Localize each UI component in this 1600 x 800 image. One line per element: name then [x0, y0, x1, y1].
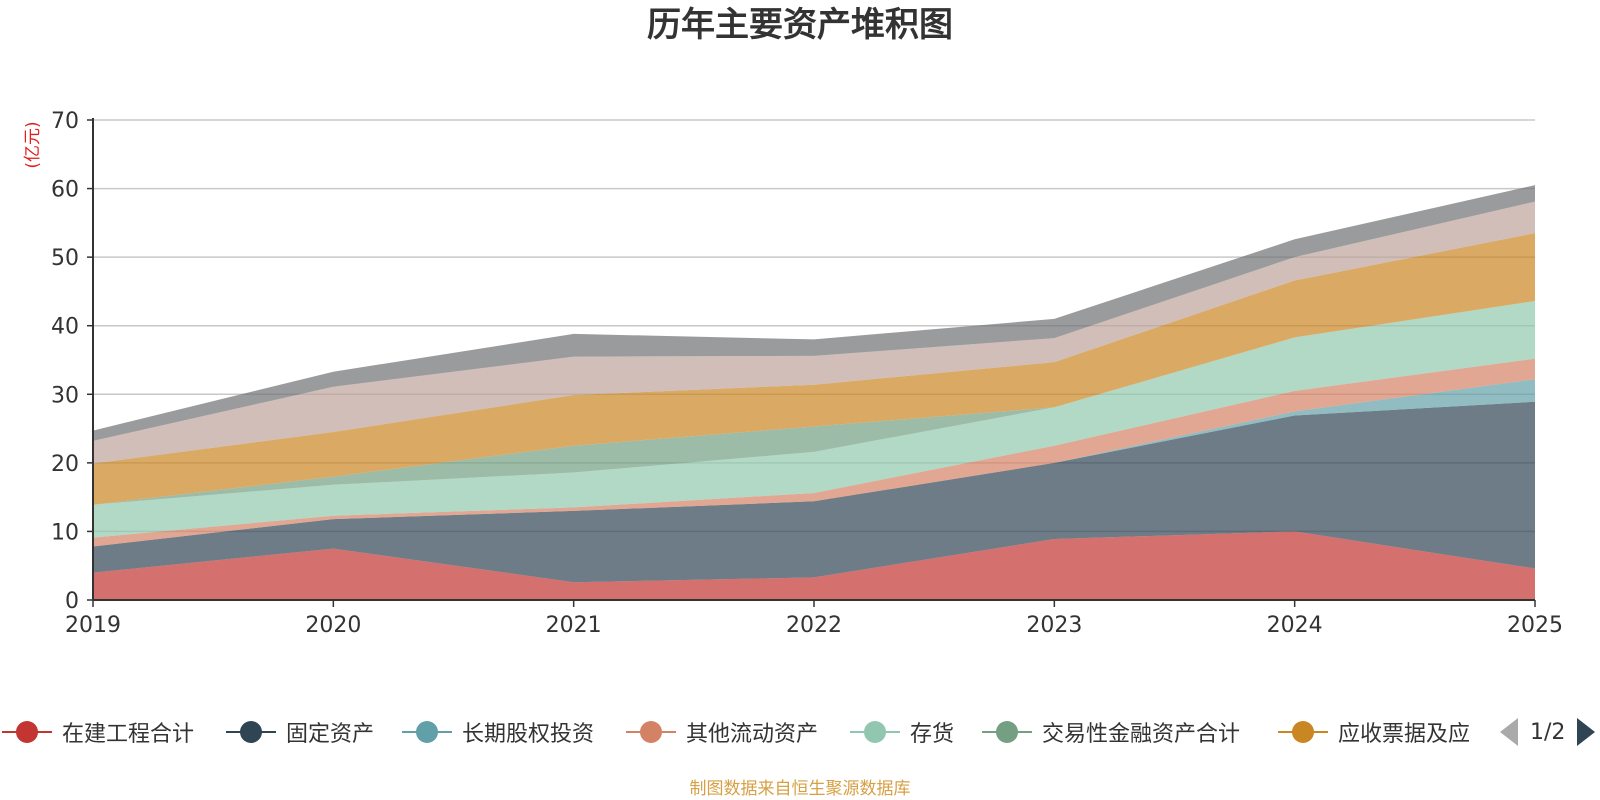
legend-item-long-term-equity[interactable]: 长期股权投资: [402, 715, 594, 749]
legend-marker-icon: [402, 715, 452, 749]
y-tick-label: 0: [65, 589, 79, 614]
x-tick-label: 2022: [786, 613, 842, 638]
legend-label: 交易性金融资产合计: [1042, 722, 1241, 747]
axes: 0 10 20 30 40 50 60 70 2019 2020 2021 2022 2023 2024 2…: [51, 109, 1563, 638]
area-series-1[interactable]: [93, 401, 1535, 583]
chart-title: 历年主要资产堆积图: [647, 5, 953, 45]
legend-item-construction[interactable]: 在建工程合计: [2, 715, 194, 749]
legend-label: 长期股权投资: [462, 722, 595, 747]
area-series-3[interactable]: [93, 358, 1535, 547]
legend-page-indicator: 1/2: [1530, 719, 1566, 745]
legend-item-fixed-assets[interactable]: 固定资产: [226, 715, 374, 749]
legend-item-other-current[interactable]: 其他流动资产: [626, 715, 818, 749]
legend-pager: 1/2: [1500, 715, 1596, 749]
legend-item-trading-financial[interactable]: 交易性金融资产合计: [982, 715, 1240, 749]
y-tick-label: 60: [51, 178, 79, 203]
legend-prev-page-icon[interactable]: [1500, 718, 1518, 746]
legend-label: 应收票据及应: [1338, 722, 1471, 747]
data-source-note: 制图数据来自恒生聚源数据库: [689, 779, 911, 799]
area-series-4[interactable]: [93, 301, 1535, 538]
legend: 在建工程合计 固定资产 长期股权投资 其他流动资产 存货 交易性金融资产合计: [0, 715, 1600, 755]
legend-marker-icon: [850, 715, 900, 749]
legend-label: 在建工程合计: [62, 722, 195, 747]
legend-marker-icon: [226, 715, 276, 749]
x-tick-label: 2021: [546, 613, 602, 638]
legend-marker-icon: [2, 715, 52, 749]
legend-marker-icon: [626, 715, 676, 749]
y-tick-label: 10: [51, 520, 79, 545]
y-tick-label: 50: [51, 246, 79, 271]
y-tick-label: 30: [51, 383, 79, 408]
legend-label: 存货: [910, 722, 955, 747]
stacked-areas: [93, 185, 1535, 600]
legend-label: 其他流动资产: [686, 722, 819, 747]
legend-item-receivables[interactable]: 应收票据及应: [1278, 715, 1470, 749]
x-tick-label: 2024: [1267, 613, 1323, 638]
x-tick-label: 2023: [1026, 613, 1082, 638]
area-series-7[interactable]: [93, 201, 1535, 464]
legend-marker-icon: [1278, 715, 1328, 749]
legend-marker-icon: [982, 715, 1032, 749]
legend-item-inventory[interactable]: 存货: [850, 715, 954, 749]
area-series-6[interactable]: [93, 233, 1535, 505]
y-tick-label: 20: [51, 452, 79, 477]
legend-next-page-icon[interactable]: [1577, 718, 1596, 746]
x-tick-label: 2025: [1507, 613, 1563, 638]
y-tick-label: 70: [51, 109, 79, 134]
x-tick-label: 2019: [65, 613, 121, 638]
y-axis-unit-label: (亿元): [23, 121, 43, 168]
x-tick-label: 2020: [305, 613, 361, 638]
area-series-0[interactable]: [93, 531, 1535, 600]
legend-label: 固定资产: [286, 722, 375, 747]
y-tick-label: 40: [51, 315, 79, 340]
